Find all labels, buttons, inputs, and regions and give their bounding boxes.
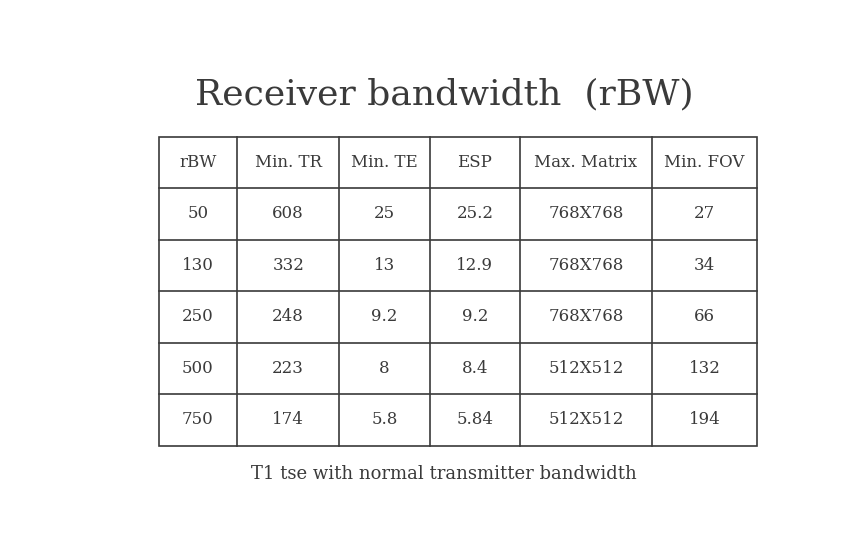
Text: ESP: ESP <box>458 155 492 171</box>
Text: 768X768: 768X768 <box>548 257 623 274</box>
Text: Max. Matrix: Max. Matrix <box>534 155 637 171</box>
Text: 248: 248 <box>272 309 304 325</box>
Text: 332: 332 <box>272 257 304 274</box>
Text: 194: 194 <box>688 411 720 428</box>
Text: 34: 34 <box>694 257 715 274</box>
Text: 608: 608 <box>272 206 304 222</box>
Text: 768X768: 768X768 <box>548 206 623 222</box>
Text: 512X512: 512X512 <box>548 360 623 377</box>
Text: Min. TE: Min. TE <box>351 155 418 171</box>
Text: 5.8: 5.8 <box>371 411 398 428</box>
Text: 8: 8 <box>379 360 390 377</box>
Text: rBW: rBW <box>179 155 217 171</box>
Text: 750: 750 <box>182 411 214 428</box>
Text: 9.2: 9.2 <box>371 309 398 325</box>
Text: 8.4: 8.4 <box>461 360 488 377</box>
Bar <box>159 137 757 445</box>
Text: 500: 500 <box>182 360 214 377</box>
Text: 12.9: 12.9 <box>456 257 493 274</box>
Text: Min. FOV: Min. FOV <box>664 155 745 171</box>
Text: 130: 130 <box>182 257 214 274</box>
Text: 132: 132 <box>688 360 720 377</box>
Text: 27: 27 <box>694 206 715 222</box>
Text: 250: 250 <box>182 309 214 325</box>
Text: 25: 25 <box>374 206 395 222</box>
Text: T1 tse with normal transmitter bandwidth: T1 tse with normal transmitter bandwidth <box>251 465 637 483</box>
Text: 9.2: 9.2 <box>461 309 488 325</box>
Text: 5.84: 5.84 <box>456 411 493 428</box>
Text: 768X768: 768X768 <box>548 309 623 325</box>
Text: 13: 13 <box>374 257 395 274</box>
Text: 66: 66 <box>694 309 715 325</box>
Text: 25.2: 25.2 <box>456 206 493 222</box>
Text: Receiver bandwidth  (rBW): Receiver bandwidth (rBW) <box>195 77 694 112</box>
Text: 174: 174 <box>272 411 304 428</box>
Text: 50: 50 <box>187 206 208 222</box>
Text: 512X512: 512X512 <box>548 411 623 428</box>
Text: Min. TR: Min. TR <box>255 155 322 171</box>
Text: 223: 223 <box>272 360 304 377</box>
